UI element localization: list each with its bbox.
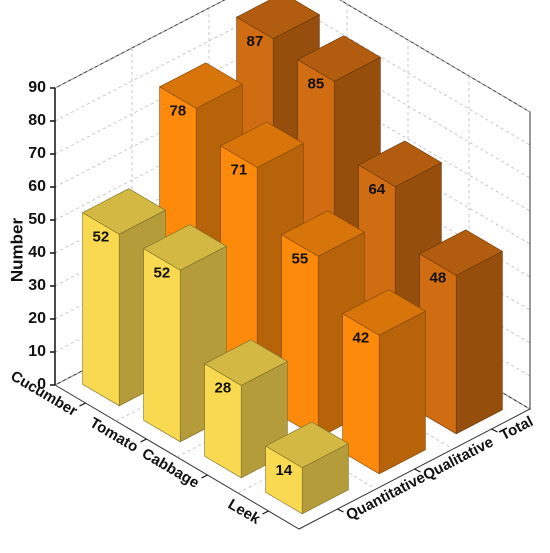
y-tick-label: 40 [28,244,46,261]
bar-top [219,121,305,168]
grid-line [54,0,531,113]
bar-top [81,188,167,235]
bar-top [280,210,366,257]
y-tick-label: 70 [28,145,46,162]
value-label: 14 [276,462,293,479]
value-label: 42 [353,329,370,346]
bar-top [158,62,244,109]
value-label: 87 [247,33,264,50]
bar-top [203,339,289,386]
y-tick-label: 60 [28,178,46,195]
y-tick-label: 10 [28,343,46,360]
y-tick-label: 30 [28,277,46,294]
bar-side [455,250,503,435]
bar: 28 [203,339,289,479]
bar-top [418,229,504,276]
value-label: 78 [170,103,187,120]
bar-top [341,289,427,336]
bar: 48 [418,229,504,435]
y-tick-label: 50 [28,211,46,228]
bar-top [235,0,321,40]
bar: 14 [264,421,350,515]
value-label: 52 [93,228,110,245]
value-label: 85 [308,75,325,92]
y-axis-title: Number [7,218,26,283]
y-tick-label: 0 [37,376,46,393]
y-tick-label: 20 [28,310,46,327]
x-tick [201,474,208,479]
x-tick [262,510,269,515]
z-tick [337,508,344,513]
value-label: 28 [215,380,232,397]
value-label: 64 [369,181,386,198]
bar-top [357,140,443,187]
bar-top [142,224,228,271]
y-tick-label: 80 [28,112,46,129]
bar-top [264,421,350,468]
bar-side [378,310,426,475]
value-label: 71 [231,162,248,179]
value-label: 48 [430,270,447,287]
y-tick-label: 90 [28,79,46,96]
x-tick [79,402,86,407]
value-label: 52 [154,264,171,281]
value-label: 55 [292,250,309,267]
x-tick [140,438,147,443]
bar-top [296,35,382,82]
bar: 42 [341,289,427,475]
z-tick [491,428,498,433]
z-tick [414,468,421,473]
